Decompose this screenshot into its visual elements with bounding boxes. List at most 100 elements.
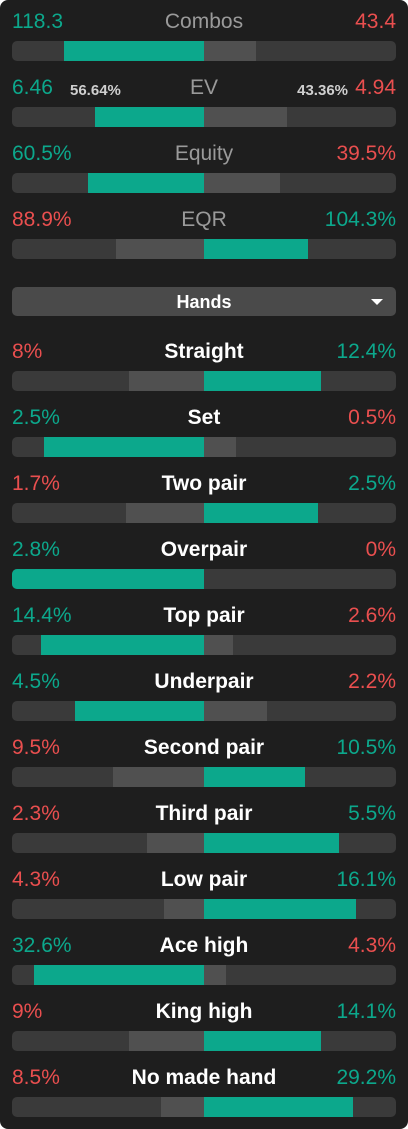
right-value: 4.94 [355, 76, 396, 99]
bar-track [12, 767, 396, 787]
left-bar [115, 239, 204, 259]
right-value: 0% [365, 538, 396, 561]
right-bar [204, 701, 268, 721]
left-bar [147, 833, 204, 853]
label: Two pair [161, 472, 247, 495]
right-value: 14.1% [336, 1000, 396, 1023]
right-bar [204, 1097, 353, 1117]
left-value: 14.4% [12, 604, 72, 627]
label: Equity [174, 142, 234, 165]
label: Top pair [163, 604, 245, 627]
left-value: 60.5% [12, 142, 72, 165]
right-bar [204, 899, 356, 919]
bar-track [12, 239, 396, 259]
right-value: 5.5% [348, 802, 396, 825]
label: Low pair [160, 868, 248, 891]
label: Third pair [155, 802, 253, 825]
left-value: 9% [12, 1000, 43, 1023]
right-bar [204, 1031, 322, 1051]
right-bar [204, 833, 340, 853]
left-bar [160, 1097, 204, 1117]
label: Straight [164, 340, 244, 363]
left-value: 2.5% [12, 406, 60, 429]
left-bar [128, 371, 204, 391]
right-bar [204, 173, 280, 193]
right-bar [204, 239, 308, 259]
right-value: 29.2% [336, 1066, 396, 1089]
right-value: 2.2% [348, 670, 396, 693]
left-bar [126, 503, 204, 523]
bar-track [12, 1097, 396, 1117]
dropdown[interactable]: Hands [12, 287, 396, 316]
bar-track [12, 635, 396, 655]
right-value: 2.6% [348, 604, 396, 627]
right-bar [204, 767, 305, 787]
right-value: 2.5% [348, 472, 396, 495]
label: Set [187, 406, 221, 429]
bar-track [12, 1031, 396, 1051]
right-bar [204, 635, 234, 655]
left-bar [112, 767, 204, 787]
left-bar [75, 701, 204, 721]
label: Overpair [160, 538, 248, 561]
label: No made hand [131, 1066, 277, 1089]
left-bar [95, 107, 204, 127]
right-value: 4.3% [348, 934, 396, 957]
right-bar [204, 41, 256, 61]
bar-track [12, 701, 396, 721]
left-bar [34, 965, 204, 985]
right-value: 16.1% [336, 868, 396, 891]
label: King high [155, 1000, 253, 1023]
left-value: 6.46 [12, 76, 53, 99]
right-value: 10.5% [336, 736, 396, 759]
left-value: 2.8% [12, 538, 60, 561]
bar-track [12, 965, 396, 985]
left-value: 118.3 [12, 10, 63, 33]
left-value: 1.7% [12, 472, 60, 495]
right-bar [204, 965, 227, 985]
right-bar [204, 437, 236, 457]
left-value: 8.5% [12, 1066, 60, 1089]
left-value: 4.5% [12, 670, 60, 693]
right-bar [204, 371, 321, 391]
bar-track [12, 569, 396, 589]
bar-track [12, 899, 396, 919]
bar-track [12, 41, 396, 61]
left-bar [63, 41, 204, 61]
left-bar [12, 569, 204, 589]
bar-track [12, 503, 396, 523]
bar-track [12, 107, 396, 127]
right-share: 43.36% [297, 82, 348, 99]
label: EV [189, 76, 218, 99]
right-value: 0.5% [348, 406, 396, 429]
bar-track [12, 833, 396, 853]
right-value: 39.5% [336, 142, 396, 165]
left-value: 32.6% [12, 934, 72, 957]
dropdown-arrow [371, 299, 383, 305]
label: Second pair [143, 736, 265, 759]
label: Combos [164, 10, 244, 33]
left-value: 88.9% [12, 208, 72, 231]
bar-track [12, 173, 396, 193]
left-bar [87, 173, 204, 193]
right-value: 104.3% [324, 208, 396, 231]
left-bar [129, 1031, 204, 1051]
left-bar [41, 635, 204, 655]
left-value: 2.3% [12, 802, 60, 825]
right-bar [204, 503, 319, 523]
left-value: 4.3% [12, 868, 60, 891]
label: Ace high [159, 934, 249, 957]
bar-track [12, 371, 396, 391]
right-bar [204, 107, 288, 127]
left-value: 8% [12, 340, 43, 363]
left-value: 9.5% [12, 736, 60, 759]
left-bar [44, 437, 204, 457]
label: Underpair [154, 670, 254, 693]
label: EQR [181, 208, 227, 231]
right-value: 43.4 [355, 10, 396, 33]
left-bar [163, 899, 204, 919]
right-value: 12.4% [336, 340, 396, 363]
dropdown-label: Hands [176, 292, 232, 312]
left-share: 56.64% [70, 82, 121, 99]
